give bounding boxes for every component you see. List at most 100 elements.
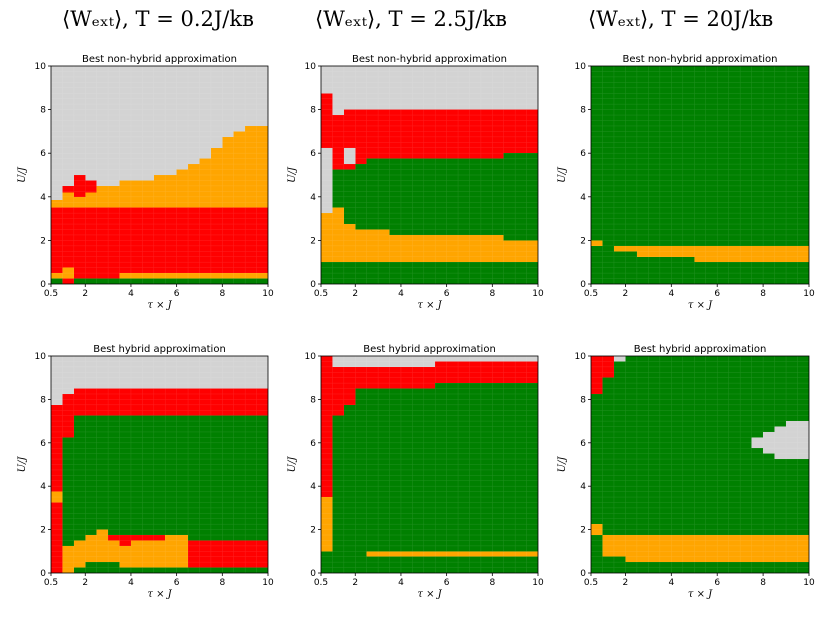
x-tick-label: 10 [262,578,274,588]
y-tick-label: 0 [40,569,46,579]
axes-frame [590,355,810,574]
heatmap-region-red [51,404,63,573]
y-tick-label: 6 [580,439,586,449]
cell-grid [321,66,538,284]
y-tick-label: 0 [580,569,586,579]
x-axis-label: τ × J [147,300,172,311]
y-axis-label: U/J [17,166,28,183]
heatmap-region-orange [73,540,86,568]
x-tick-label: 0.5 [44,578,58,588]
y-tick-label: 6 [40,439,46,449]
heatmap-region-orange [176,169,189,204]
x-tick-label: 4 [668,578,674,588]
y-tick-label: 10 [575,352,587,362]
cell-grid [591,356,809,573]
x-tick-label: 10 [803,289,815,299]
panels: Best non-hybrid approximation 0.5 2 4 6 8 10 0 2… [17,54,815,600]
heatmap-region-green [321,551,333,573]
cell-grid [321,356,538,573]
heatmap-region-orange [355,229,390,263]
y-tick-label: 0 [310,280,316,290]
x-axis-label: τ × J [688,589,713,600]
cell-grid [51,66,268,284]
heatmap-region-green [85,562,120,568]
heatmap-region-grey [786,421,809,460]
y-axis-label: U/J [287,456,298,473]
heatmap-region-green [389,158,504,235]
axes-frame [50,65,269,285]
panel-2: Best non-hybrid approximation 0.5 2 4 6 8 10 0 2… [287,54,544,311]
heatmap-region-orange [153,175,177,204]
heatmap-region-red [355,158,367,165]
axes-frame [320,65,539,285]
cell-grid [51,356,268,573]
heatmap-region-orange [343,224,356,263]
x-tick-label: 0.5 [314,578,328,588]
heatmap-region-red [355,109,538,159]
heatmap-region-orange [636,251,809,257]
x-tick-label: 4 [128,578,134,588]
y-tick-label: 10 [35,62,47,72]
x-tick-label: 0.5 [584,578,598,588]
x-tick-label: 8 [219,289,225,299]
heatmap-region-orange [222,136,234,204]
y-axis-label: U/J [17,456,28,473]
y-tick-label: 4 [40,482,46,492]
y-tick-label: 4 [580,482,586,492]
y-axis-label: U/J [557,456,568,473]
panel-6: Best hybrid approximation 0.5 2 4 6 8 10 0 2 4 6 8 1… [557,344,815,600]
y-tick-label: 0 [580,280,586,290]
panel-title: Best non-hybrid approximation [352,54,507,65]
x-tick-label: 6 [444,578,450,588]
y-tick-label: 0 [40,280,46,290]
heatmap-region-orange [613,245,809,252]
x-tick-label: 4 [398,578,404,588]
heatmap-region-orange [332,207,344,263]
panel-4: Best hybrid approximation 0.5 2 4 6 8 10 0 2 4 6 8 1… [17,344,274,600]
x-axis-label: τ × J [417,589,442,600]
x-axis-label: τ × J [417,300,442,311]
y-tick-label: 0 [310,569,316,579]
y-tick-label: 2 [580,526,586,536]
y-axis-label: U/J [287,166,298,183]
panel-title: Best non-hybrid approximation [623,54,778,65]
heatmap-region-grey [751,437,764,449]
panel-title: Best hybrid approximation [93,344,226,355]
heatmap-region-green [503,153,538,165]
column-title-2: ⟨Wₑₓₜ⟩, T = 2.5J/kʙ [315,7,507,31]
heatmap-region-orange [602,535,626,557]
heatmap-region-orange [51,491,63,503]
heatmap-region-orange [591,240,603,246]
heatmap-region-orange [210,147,223,204]
heatmap-region-green [51,278,63,284]
heatmap-region-orange [119,273,269,279]
heatmap-region-green [321,262,538,284]
heatmap-region-green [343,404,356,573]
y-tick-label: 2 [310,526,316,536]
cell-grid [591,66,809,284]
heatmap-region-red [73,175,86,197]
y-tick-label: 2 [40,236,46,246]
x-tick-label: 0.5 [314,289,328,299]
y-tick-label: 2 [580,236,586,246]
y-tick-label: 8 [40,106,46,116]
heatmap-region-orange [233,131,246,204]
heatmap-region-green [188,535,268,541]
x-tick-label: 6 [174,289,180,299]
x-tick-label: 10 [532,289,544,299]
y-axis-label: U/J [557,166,568,183]
heatmap-region-orange [165,535,189,568]
heatmap-region-green [332,415,344,573]
y-tick-label: 2 [40,526,46,536]
y-tick-label: 10 [305,62,317,72]
x-tick-label: 2 [352,578,358,588]
x-tick-label: 8 [489,578,495,588]
heatmap-region-orange [321,213,333,263]
heatmap-region-green [343,169,356,225]
heatmap-region-red [51,207,268,274]
heatmap-region-green [503,164,538,241]
panel-5: Best hybrid approximation 0.5 2 4 6 8 10 0 2 4 6 8 1… [287,344,544,600]
heatmap-region-red [321,93,333,148]
y-tick-label: 8 [580,106,586,116]
x-tick-label: 10 [803,578,815,588]
